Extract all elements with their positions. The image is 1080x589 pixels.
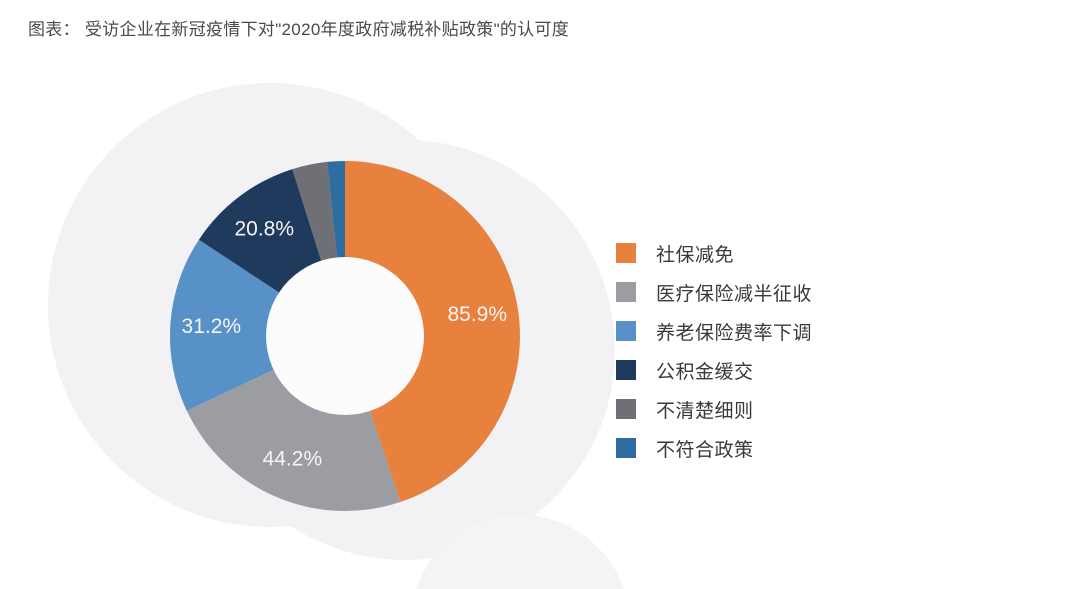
legend-label: 社保减免 — [656, 244, 735, 266]
legend-item-4: 不清楚细则 — [616, 399, 812, 422]
legend-swatch-icon — [616, 282, 636, 302]
donut-segment-0 — [345, 161, 520, 503]
donut-value-labels: 85.9% 44.2% 31.2% 20.8% — [182, 218, 507, 471]
donut-hole — [266, 257, 424, 415]
legend-item-2: 养老保险费率下调 — [616, 321, 812, 344]
legend-item-5: 不符合政策 — [616, 438, 812, 461]
legend-label: 医疗保险减半征收 — [656, 283, 813, 305]
donut-segment-label-2: 31.2% — [182, 315, 242, 338]
donut-segment-label-1: 44.2% — [263, 448, 323, 471]
chart-title: 图表： 受访企业在新冠疫情下对"2020年度政府减税补贴政策"的认可度 — [28, 20, 570, 39]
donut-segment-2 — [170, 239, 345, 411]
legend-item-0: 社保减免 — [616, 243, 812, 266]
legend-label: 公积金缓交 — [656, 361, 754, 383]
donut-segment-label-0: 85.9% — [447, 303, 507, 326]
legend-label: 不符合政策 — [656, 439, 754, 461]
legend-swatch-icon — [616, 438, 636, 458]
legend-label: 不清楚细则 — [656, 400, 754, 422]
chart-legend: 社保减免医疗保险减半征收 养老保险费率下调 公积金缓交不清楚细则不符合政策 — [616, 243, 812, 477]
legend-item-3: 公积金缓交 — [616, 360, 812, 383]
legend-swatch-icon — [616, 399, 636, 419]
donut-segment-label-3: 20.8% — [234, 218, 294, 241]
legend-swatch-icon — [616, 243, 636, 263]
background-circle-small — [416, 515, 624, 589]
legend-swatch-icon — [616, 360, 636, 380]
legend-item-1: 医疗保险减半征收 — [616, 282, 812, 305]
legend-label: 养老保险费率下调 — [656, 322, 813, 344]
legend-swatch-icon — [616, 321, 636, 341]
